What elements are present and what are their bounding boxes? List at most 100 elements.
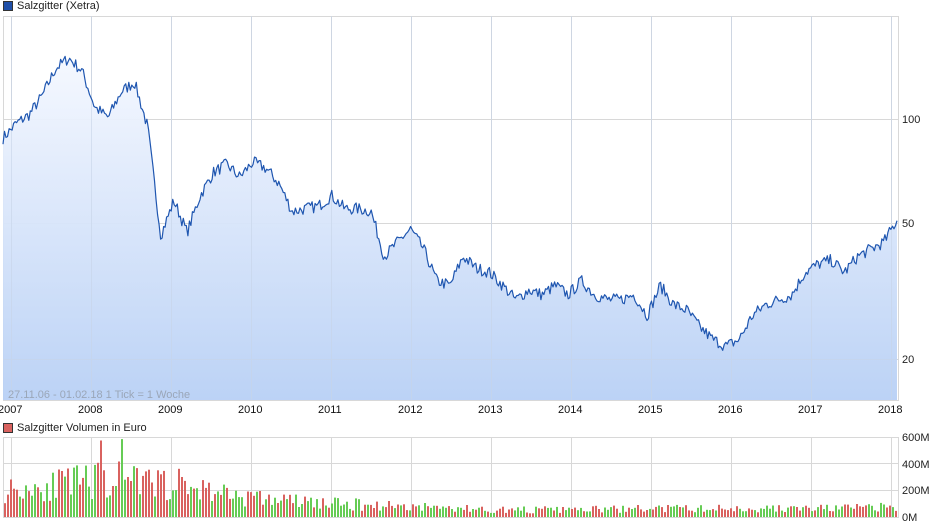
volume-bar xyxy=(250,492,252,517)
volume-bar xyxy=(226,487,228,517)
volume-bar xyxy=(10,479,12,517)
volume-bar xyxy=(385,507,387,517)
volume-bar xyxy=(592,506,594,517)
price-line xyxy=(2,55,898,351)
volume-bar xyxy=(529,513,531,517)
volume-bar xyxy=(79,484,81,517)
volume-bar xyxy=(790,506,792,517)
volume-bar xyxy=(19,496,21,517)
volume-bar xyxy=(181,477,183,517)
volume-bar xyxy=(613,505,615,517)
price-plot-area xyxy=(2,16,899,401)
volume-bar xyxy=(313,507,315,517)
volume-bar xyxy=(307,501,309,517)
volume-bar xyxy=(859,506,861,517)
volume-bar xyxy=(85,465,87,517)
volume-bar xyxy=(34,484,36,517)
volume-bar xyxy=(115,486,117,517)
volume-bar xyxy=(22,498,24,517)
y-tick-20: 20 xyxy=(902,354,914,366)
volume-bar xyxy=(301,504,303,517)
volume-bar xyxy=(781,510,783,517)
volume-bar xyxy=(607,509,609,517)
volume-bar xyxy=(496,510,498,517)
volume-bar xyxy=(772,505,774,517)
volume-bar xyxy=(808,507,810,517)
volume-bar xyxy=(805,505,807,517)
volume-bar xyxy=(745,511,747,517)
volume-bar xyxy=(766,505,768,517)
volume-bar xyxy=(886,507,888,517)
volume-bar xyxy=(862,506,864,517)
volume-bar xyxy=(517,507,519,517)
volume-bar xyxy=(667,505,669,517)
volume-y-axis: 600M 400M 200M 0M xyxy=(902,432,930,524)
volume-bar xyxy=(472,509,474,517)
x-axis: 2007 2008 2009 2010 2011 2012 2013 2014 … xyxy=(0,404,902,416)
volume-bar xyxy=(421,510,423,517)
volume-bar xyxy=(469,511,471,517)
volume-bar xyxy=(106,497,108,517)
volume-bar xyxy=(685,505,687,517)
volume-bar xyxy=(721,508,723,517)
volume-bar xyxy=(148,469,150,517)
volume-bar xyxy=(889,505,891,517)
volume-bar xyxy=(172,490,174,517)
volume-bar xyxy=(238,497,240,517)
volume-bar xyxy=(457,507,459,517)
volume-bar xyxy=(4,503,6,517)
volume-bar xyxy=(124,479,126,517)
volume-bar xyxy=(184,480,186,517)
volume-bar xyxy=(373,508,375,517)
volume-bar xyxy=(427,506,429,517)
volume-bar xyxy=(478,507,480,517)
volume-bar xyxy=(154,496,156,517)
volume-bar xyxy=(574,507,576,517)
x-tick-2017: 2017 xyxy=(798,404,822,416)
x-tick-2009: 2009 xyxy=(158,404,182,416)
volume-bar xyxy=(40,492,42,517)
volume-bar xyxy=(784,512,786,517)
volume-plot-area xyxy=(3,437,899,518)
volume-bar xyxy=(145,471,147,517)
volume-bar xyxy=(649,508,651,517)
volume-bar xyxy=(232,498,234,517)
volume-bar xyxy=(799,510,801,517)
volume-bar xyxy=(829,511,831,517)
volume-bar xyxy=(655,506,657,517)
volume-bar xyxy=(256,491,258,517)
x-tick-2018: 2018 xyxy=(878,404,902,416)
volume-bar xyxy=(493,512,495,517)
volume-bar xyxy=(322,498,324,517)
volume-bar xyxy=(388,501,390,517)
x-tick-2015: 2015 xyxy=(638,404,662,416)
volume-bar xyxy=(616,508,618,517)
volume-bar xyxy=(310,497,312,517)
volume-bar xyxy=(736,506,738,517)
y-tick-100: 100 xyxy=(902,114,920,126)
volume-bar xyxy=(796,507,798,517)
volume-bar xyxy=(874,510,876,517)
volume-bar xyxy=(682,507,684,517)
volume-bar xyxy=(868,504,870,517)
volume-bar xyxy=(136,468,138,517)
volume-bar xyxy=(298,507,300,517)
volume-bar xyxy=(91,499,93,517)
volume-bar xyxy=(376,501,378,517)
volume-bar xyxy=(535,506,537,517)
volume-bar xyxy=(394,508,396,517)
volume-bar xyxy=(97,462,99,517)
volume-bar xyxy=(769,508,771,517)
volume-bar xyxy=(406,510,408,517)
volume-bar xyxy=(583,511,585,517)
volume-bar xyxy=(757,512,759,517)
x-tick-2007: 2007 xyxy=(0,404,22,416)
volume-bar xyxy=(739,508,741,517)
volume-bar xyxy=(49,500,51,517)
volume-bar xyxy=(409,510,411,517)
volume-bar xyxy=(55,497,57,517)
volume-bar xyxy=(598,509,600,517)
volume-bar xyxy=(601,512,603,517)
volume-bar xyxy=(121,439,123,517)
volume-bar xyxy=(865,505,867,517)
